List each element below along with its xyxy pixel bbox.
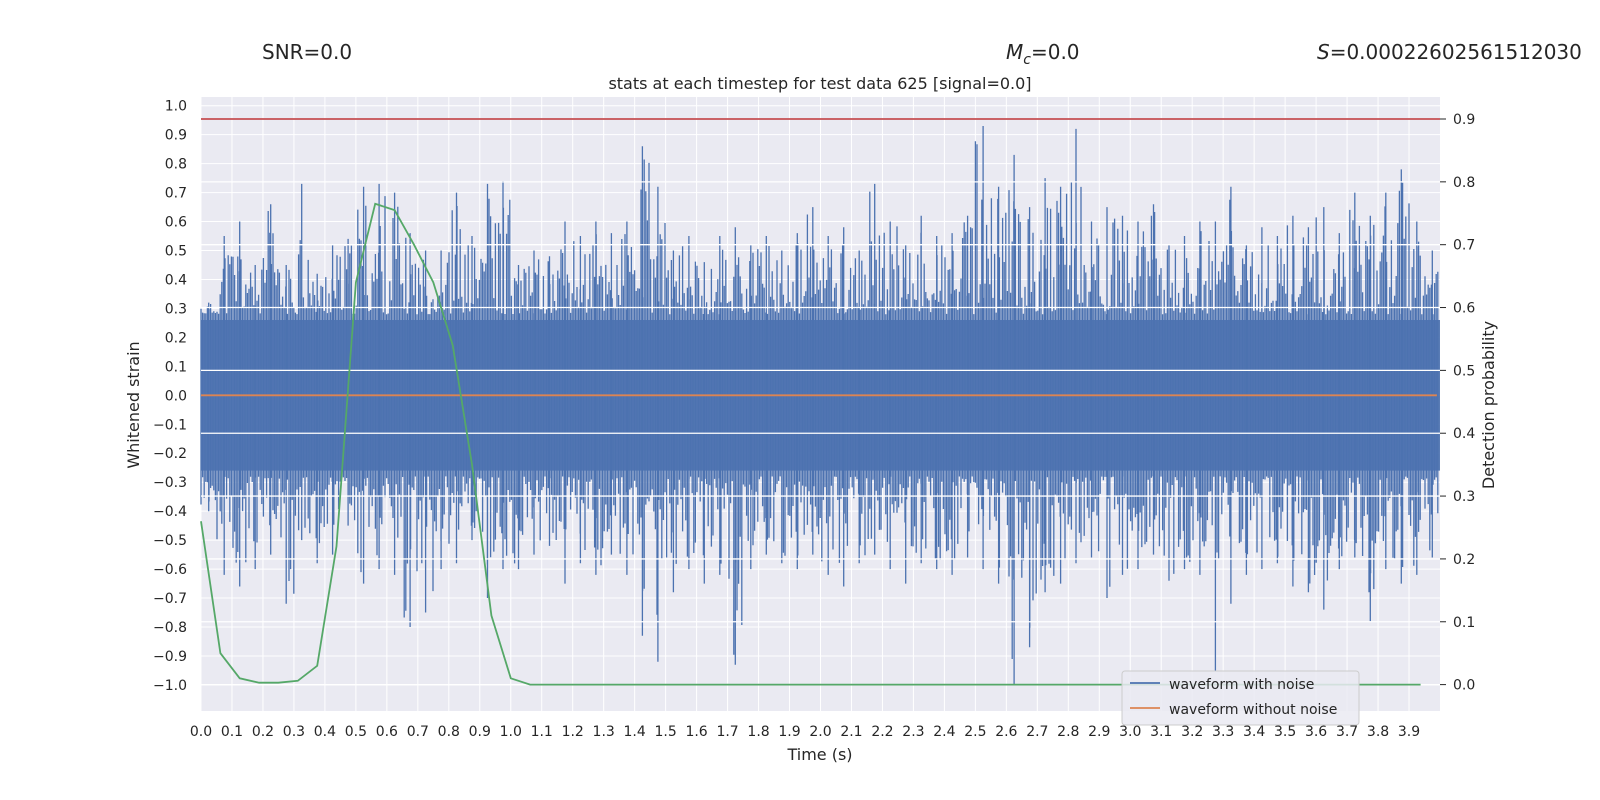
- x-tick-label: 0.6: [376, 724, 398, 740]
- y-tick-label: −1.0: [153, 678, 187, 694]
- y2-tick-label: 0.4: [1453, 426, 1475, 442]
- x-axis-label: Time (s): [786, 745, 852, 764]
- x-tick-label: 2.8: [1057, 724, 1079, 740]
- y-tick-label: −0.9: [153, 649, 187, 665]
- x-tick-label: 1.0: [500, 724, 522, 740]
- legend-box: [1121, 670, 1360, 726]
- x-tick-label: 0.8: [438, 724, 460, 740]
- x-tick-label: 0.5: [345, 724, 367, 740]
- x-tick-label: 1.5: [654, 724, 676, 740]
- chirp-mass-value: =0.0: [1030, 40, 1080, 64]
- y-tick-label: −0.5: [153, 533, 187, 549]
- y-tick-label: 0.0: [165, 388, 187, 404]
- x-tick-label: 3.9: [1398, 724, 1420, 740]
- x-tick-label: 3.3: [1212, 724, 1234, 740]
- y-tick-labels: 1.0 0.9 0.8 0.7 0.6 0.5 0.4 0.3 0.2 0.1 0.0 −0.1 −0.…: [153, 99, 187, 694]
- x-tick-label: 1.4: [624, 724, 646, 740]
- x-tick-label: 1.7: [716, 724, 738, 740]
- x-tick-label: 3.2: [1181, 724, 1203, 740]
- y-tick-label: 0.8: [165, 157, 187, 173]
- y2-tick-label: 0.6: [1453, 301, 1475, 317]
- y2-tick-label: 0.7: [1453, 238, 1475, 254]
- y-tick-label: −0.2: [153, 446, 187, 462]
- x-tick-label: 3.8: [1367, 724, 1389, 740]
- y-tick-label: −0.7: [153, 591, 187, 607]
- chart-title: stats at each timestep for test data 625…: [608, 74, 1031, 93]
- y-axis-label: Whitened strain: [124, 341, 143, 468]
- x-tick-label: 2.7: [1026, 724, 1048, 740]
- x-tick-label: 0.4: [314, 724, 336, 740]
- x-tick-label: 1.9: [778, 724, 800, 740]
- x-tick-label: 0.7: [407, 724, 429, 740]
- x-tick-label: 0.2: [252, 724, 274, 740]
- y-tick-label: 0.6: [165, 215, 187, 231]
- x-tick-label: 2.9: [1088, 724, 1110, 740]
- y-tick-label: 0.7: [165, 186, 187, 202]
- y2-tick-label: 0.3: [1453, 489, 1475, 505]
- x-tick-label: 2.4: [933, 724, 955, 740]
- x-tick-label: 1.1: [531, 724, 553, 740]
- x-tick-label: 3.4: [1243, 724, 1265, 740]
- x-gridlines: [200, 97, 1410, 711]
- s-header: S=0.00022602561512030: [1317, 40, 1582, 64]
- x-tick-label: 1.8: [747, 724, 769, 740]
- y2-tick-labels: 0.9 0.8 0.7 0.6 0.5 0.4 0.3 0.2 0.1 0.0: [1440, 112, 1475, 694]
- y-tick-label: 0.3: [165, 301, 187, 317]
- y-tick-label: 0.4: [165, 272, 187, 288]
- x-tick-label: 2.1: [840, 724, 862, 740]
- snr-header: SNR=0.0: [262, 40, 353, 64]
- x-tick-label: 3.0: [1119, 724, 1141, 740]
- x-tick-label: 3.6: [1305, 724, 1327, 740]
- y2-tick-label: 0.1: [1453, 615, 1475, 631]
- s-symbol: S: [1317, 40, 1330, 64]
- x-tick-label: 1.3: [593, 724, 615, 740]
- y-tick-label: 0.5: [165, 244, 187, 260]
- x-tick-label: 0.3: [283, 724, 305, 740]
- chirp-mass-header: Mc=0.0: [1006, 40, 1080, 68]
- y-tick-label: 0.1: [165, 359, 187, 375]
- y-tick-label: −0.1: [153, 417, 187, 433]
- y-tick-label: −0.4: [153, 504, 187, 520]
- x-tick-label: 1.6: [685, 724, 707, 740]
- y2-tick-label: 0.0: [1453, 678, 1475, 694]
- y2-tick-label: 0.9: [1453, 112, 1475, 128]
- x-tick-label: 2.2: [871, 724, 893, 740]
- x-tick-label: 0.9: [469, 724, 491, 740]
- y2-tick-label: 0.5: [1453, 363, 1475, 379]
- x-tick-label: 2.6: [995, 724, 1017, 740]
- s-value: =0.00022602561512030: [1329, 40, 1582, 64]
- y2-tick-label: 0.8: [1453, 175, 1475, 191]
- detection-probability-series: [200, 202, 1421, 686]
- y-tick-label: −0.8: [153, 620, 187, 636]
- y-tick-label: 0.2: [165, 330, 187, 346]
- x-tick-label: 0.0: [190, 724, 212, 740]
- chirp-mass-subscript: c: [1023, 52, 1031, 68]
- legend: waveform with noise waveform without noi…: [1121, 670, 1360, 726]
- chirp-mass-symbol: M: [1006, 40, 1024, 64]
- x-tick-label: 2.3: [902, 724, 924, 740]
- x-tick-label: 3.1: [1150, 724, 1172, 740]
- x-tick-label: 3.7: [1336, 724, 1358, 740]
- legend-label-clean: waveform without noise: [1169, 702, 1337, 718]
- x-tick-label: 2.0: [809, 724, 831, 740]
- y-tick-label: −0.3: [153, 475, 187, 491]
- legend-label-noise: waveform with noise: [1169, 677, 1314, 693]
- x-tick-label: 3.5: [1274, 724, 1296, 740]
- x-tick-label: 2.5: [964, 724, 986, 740]
- y2-tick-label: 0.2: [1453, 552, 1475, 568]
- y-tick-label: 0.9: [165, 128, 187, 144]
- x-tick-labels: 0.0 0.1 0.2 0.3 0.4 0.5 0.6 0.7 0.8 0.9 1.0 1.1 1.2 1…: [190, 724, 1420, 740]
- x-tick-label: 0.1: [221, 724, 243, 740]
- y-tick-label: −0.6: [153, 562, 187, 578]
- x-tick-label: 1.2: [562, 724, 584, 740]
- y-tick-label: 1.0: [165, 99, 187, 115]
- y2-axis-label: Detection probability: [1479, 321, 1498, 489]
- detection-probability-line: [200, 202, 1421, 686]
